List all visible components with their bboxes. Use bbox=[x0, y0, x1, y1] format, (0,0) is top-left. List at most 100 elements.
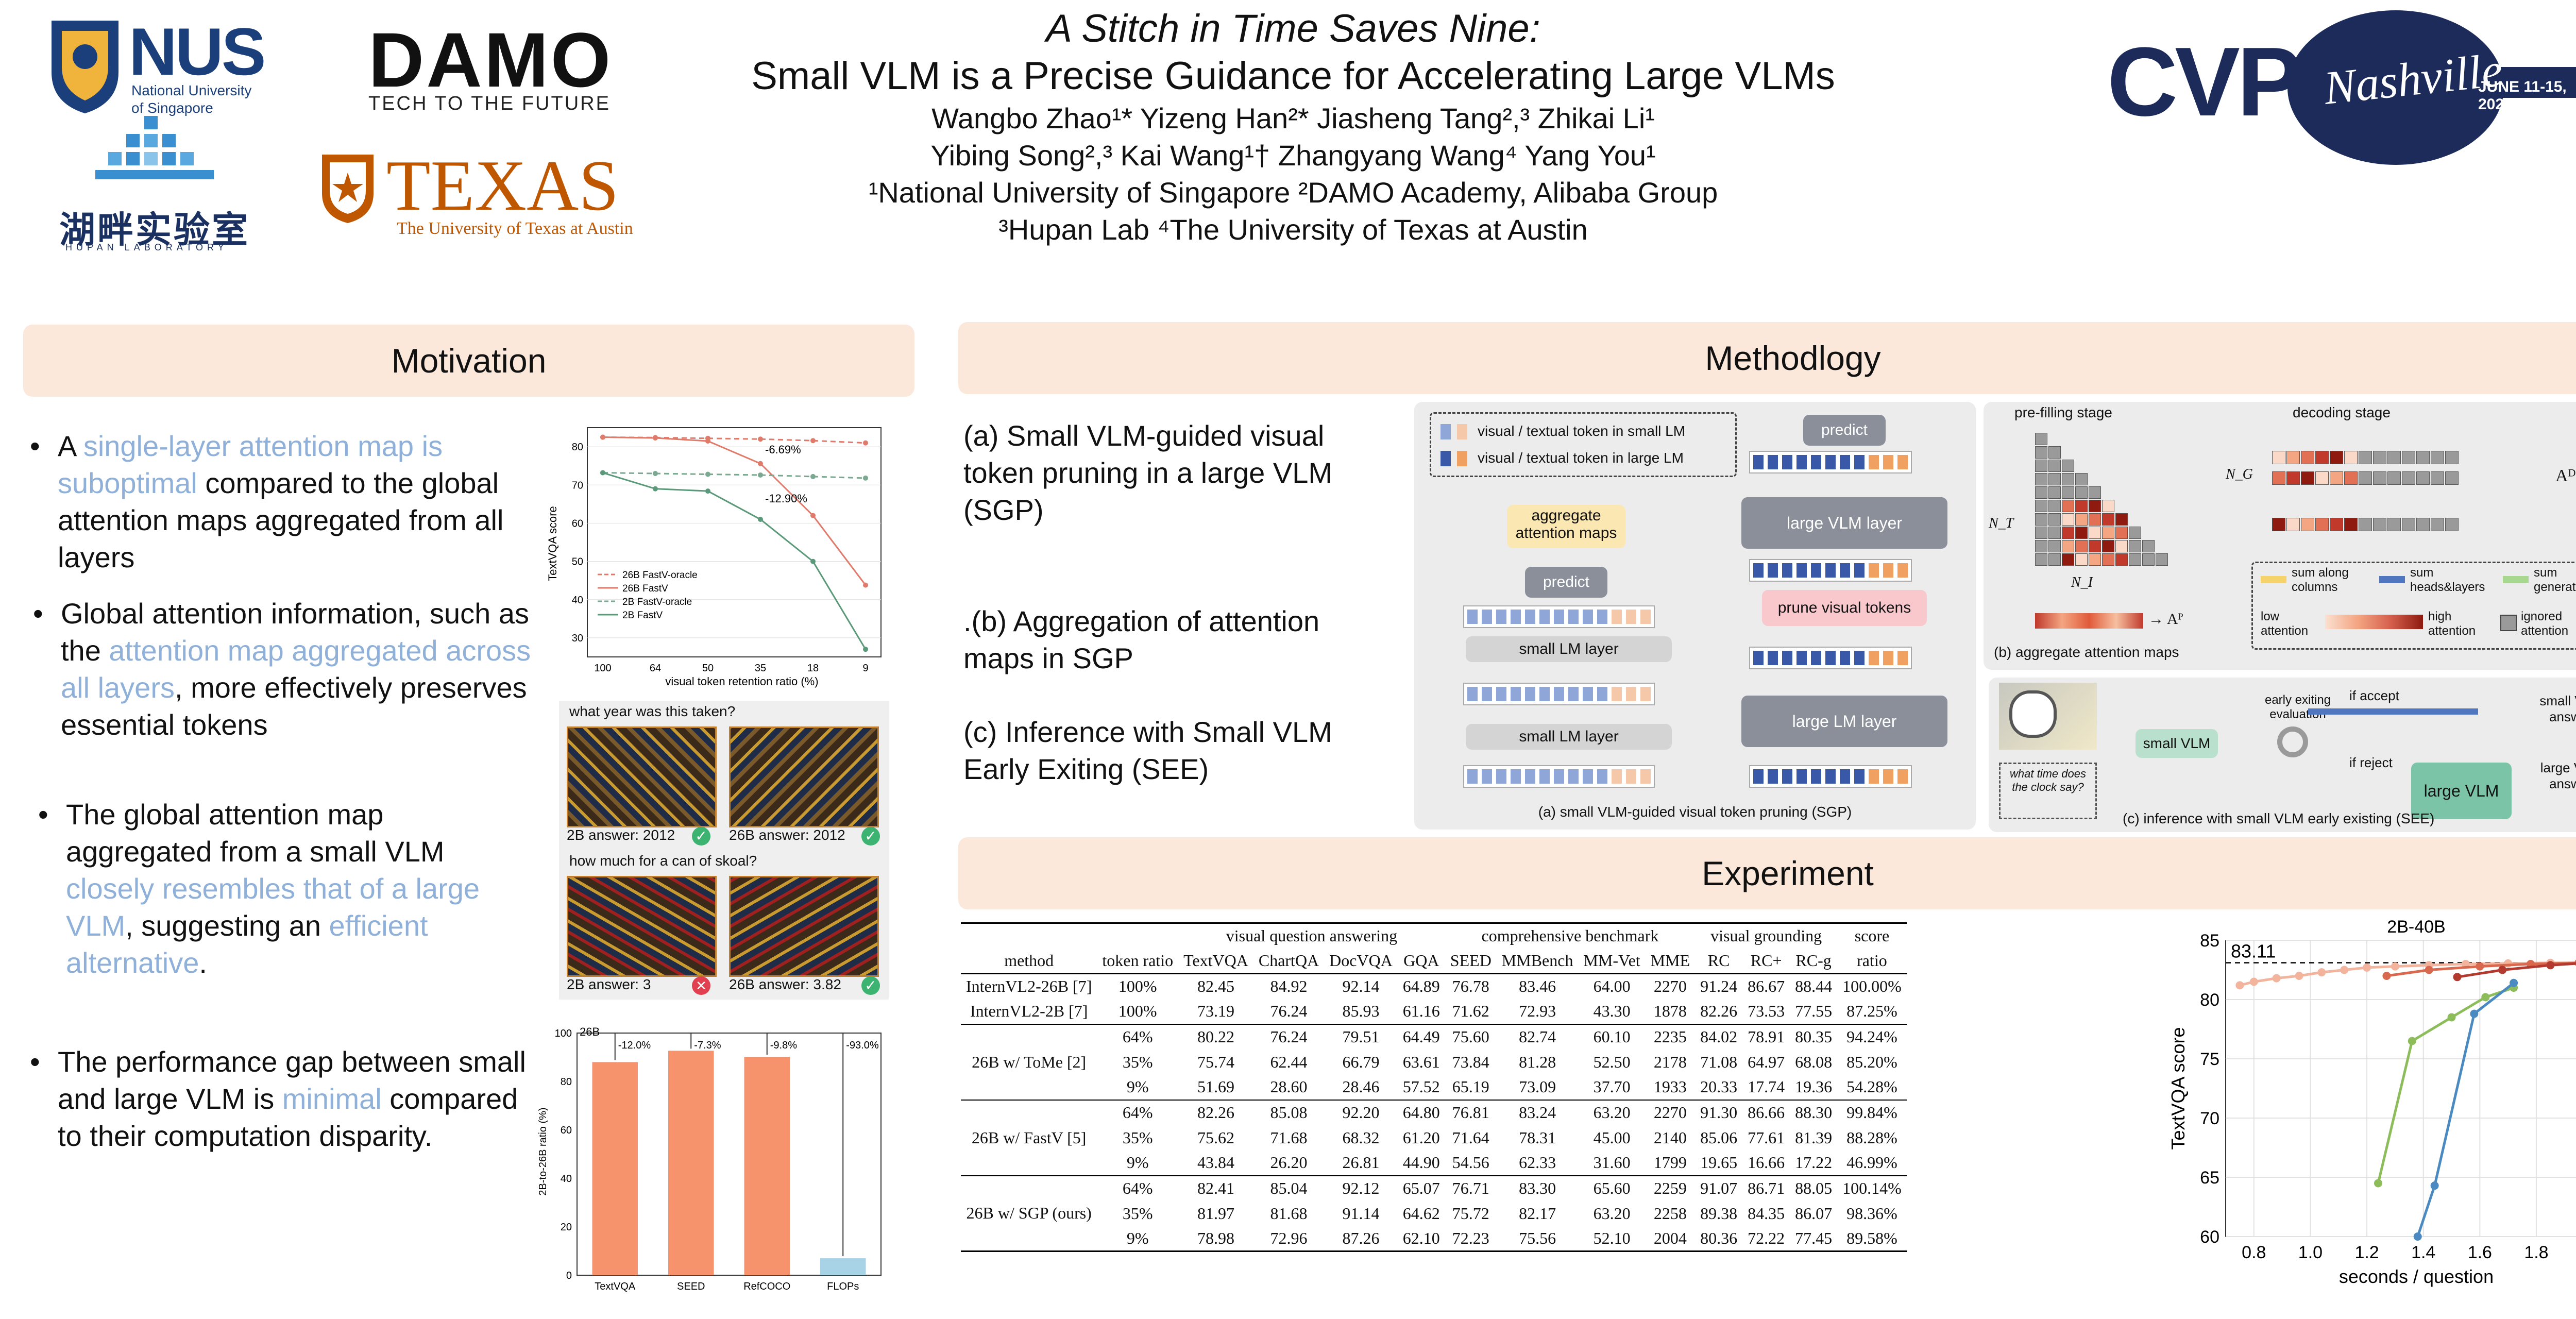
ratio-bar-chart-svg: 0 20 40 60 80 100 TextVQA -12.0% SEED -7.3% RefCO… bbox=[537, 1025, 882, 1292]
attention-cell bbox=[2035, 540, 2047, 552]
motivation-bullet-3: • The global attention map aggregated fr… bbox=[38, 796, 530, 982]
token-cell bbox=[1511, 610, 1521, 624]
token-cell bbox=[1640, 610, 1651, 624]
bar-textvqa bbox=[592, 1062, 638, 1275]
attention-cell bbox=[2048, 527, 2061, 539]
speed-point bbox=[2425, 966, 2433, 974]
speed-ylabel: TextVQA score bbox=[2167, 1027, 2189, 1149]
table-group-header-row: visual question answering comprehensive b… bbox=[961, 923, 1907, 949]
token-cell bbox=[1897, 563, 1908, 578]
line-chart-xtick: 9 bbox=[862, 663, 868, 674]
attention-cell bbox=[2062, 486, 2074, 499]
attention-cell bbox=[2062, 500, 2074, 512]
attention-cell bbox=[2048, 446, 2061, 459]
token-cell bbox=[1467, 769, 1478, 784]
speed-ytick: 60 bbox=[2200, 1227, 2219, 1247]
bar-drop-label: -7.3% bbox=[694, 1040, 721, 1051]
line-point bbox=[600, 434, 605, 440]
token-cell bbox=[1854, 769, 1865, 784]
token-cell bbox=[1597, 769, 1607, 784]
speed-chart: 2B-40B6065707580850.81.01.21.41.61.82.0s… bbox=[2159, 912, 2576, 1304]
token-cell bbox=[1883, 455, 1893, 469]
line-point bbox=[653, 471, 658, 476]
table-cell: 62.10 bbox=[1402, 1228, 1440, 1247]
table-cell: 80.22 bbox=[1197, 1027, 1234, 1046]
table-ratio-cell: 9% bbox=[1126, 1228, 1149, 1247]
table-cell: 89.38 bbox=[1700, 1204, 1738, 1223]
accept-label: if accept bbox=[2349, 688, 2399, 703]
table-header-cell bbox=[961, 923, 1097, 949]
table-cell: 83.24 bbox=[1519, 1103, 1556, 1122]
table-cell: 43.30 bbox=[1593, 1002, 1631, 1020]
table-group-header: visual grounding bbox=[1710, 926, 1822, 945]
table-cell: 92.14 bbox=[1342, 977, 1380, 996]
table-cell: 79.51 bbox=[1342, 1027, 1380, 1046]
table-cell: 63.20 bbox=[1593, 1103, 1631, 1122]
table-cell: 75.56 bbox=[1519, 1228, 1556, 1247]
ad-label: Aᴰ bbox=[2555, 466, 2576, 485]
attention-cell bbox=[2048, 513, 2061, 526]
table-cell: 52.10 bbox=[1593, 1228, 1631, 1247]
figure-a-caption: (a) small VLM-guided visual token prunin… bbox=[1538, 804, 1852, 820]
decoding-cell bbox=[2315, 518, 2329, 531]
table-cell: 85.20% bbox=[1846, 1052, 1897, 1071]
decoding-cell bbox=[2373, 451, 2386, 464]
token-cell bbox=[1525, 610, 1535, 624]
table-method-cell: 26B w/ SGP (ours) bbox=[966, 1204, 1092, 1223]
token-cell bbox=[1811, 651, 1821, 665]
table-cell: 54.56 bbox=[1452, 1153, 1489, 1172]
attention-cell bbox=[2102, 513, 2114, 526]
table-cell: 82.26 bbox=[1700, 1002, 1738, 1020]
decoding-cell bbox=[2445, 518, 2459, 531]
table-cell: 68.32 bbox=[1342, 1128, 1380, 1147]
decoding-cell bbox=[2416, 471, 2430, 485]
table-cell: 51.69 bbox=[1197, 1077, 1234, 1096]
table-ratio-cell: 35% bbox=[1122, 1052, 1153, 1071]
attention-cell bbox=[2102, 527, 2114, 539]
nus-logo: NUS National University of Singapore bbox=[46, 14, 273, 119]
line-chart-ytick: 30 bbox=[572, 633, 583, 644]
speed-xtick: 1.8 bbox=[2524, 1243, 2548, 1262]
attention-cell bbox=[2048, 460, 2061, 472]
method-text-c: (c) Inference with Small VLM Early Exiti… bbox=[963, 716, 1332, 785]
bar-chart-ytick: 80 bbox=[561, 1076, 572, 1088]
line-chart-ytick: 40 bbox=[572, 595, 583, 606]
table-column-header: RC bbox=[1707, 951, 1730, 970]
token-cell bbox=[1568, 769, 1579, 784]
table-cell: 88.05 bbox=[1795, 1179, 1833, 1197]
table-cell: 86.66 bbox=[1748, 1103, 1785, 1122]
table-cell: 1933 bbox=[1653, 1077, 1687, 1096]
speed-point bbox=[2317, 968, 2326, 977]
token-cell bbox=[1869, 651, 1879, 665]
table-cell: 68.08 bbox=[1795, 1052, 1833, 1071]
attention-cell bbox=[2102, 540, 2114, 552]
token-cell bbox=[1782, 455, 1792, 469]
decoding-cell bbox=[2431, 471, 2444, 485]
example-answer-2-large: 26B answer: 3.82 bbox=[729, 976, 841, 992]
token-cell bbox=[1797, 455, 1807, 469]
token-cell bbox=[1496, 769, 1506, 784]
small-text-swatch bbox=[1457, 424, 1467, 439]
small-lm-layer-2: small LM layer bbox=[1466, 724, 1672, 750]
table-column-header: ChartQA bbox=[1258, 951, 1319, 970]
speed-point bbox=[2476, 962, 2484, 971]
token-row bbox=[1749, 451, 1912, 474]
attention-cell bbox=[2035, 553, 2047, 566]
figure-a-sgp: visual / textual token in small LM visua… bbox=[1414, 402, 1976, 830]
table-cell: 61.20 bbox=[1402, 1128, 1440, 1147]
token-cell bbox=[1597, 610, 1607, 624]
table-ratio-cell: 100% bbox=[1118, 1002, 1157, 1020]
table-column-header: method bbox=[1004, 951, 1054, 970]
decoding-cell bbox=[2315, 451, 2329, 464]
table-column-header: MME bbox=[1650, 951, 1690, 970]
small-token-swatch bbox=[1440, 424, 1451, 439]
decoding-cell bbox=[2301, 451, 2314, 464]
token-cell bbox=[1554, 687, 1564, 701]
speed-ytick: 80 bbox=[2200, 990, 2219, 1010]
figure-b-aggregate: pre-filling stage decoding stage N_T N_I… bbox=[1984, 402, 2576, 670]
token-cell bbox=[1883, 563, 1893, 578]
speed-series-line bbox=[2457, 962, 2576, 978]
token-row bbox=[1749, 765, 1912, 788]
attention-cell bbox=[2075, 500, 2088, 512]
table-ratio-cell: 35% bbox=[1122, 1128, 1153, 1147]
